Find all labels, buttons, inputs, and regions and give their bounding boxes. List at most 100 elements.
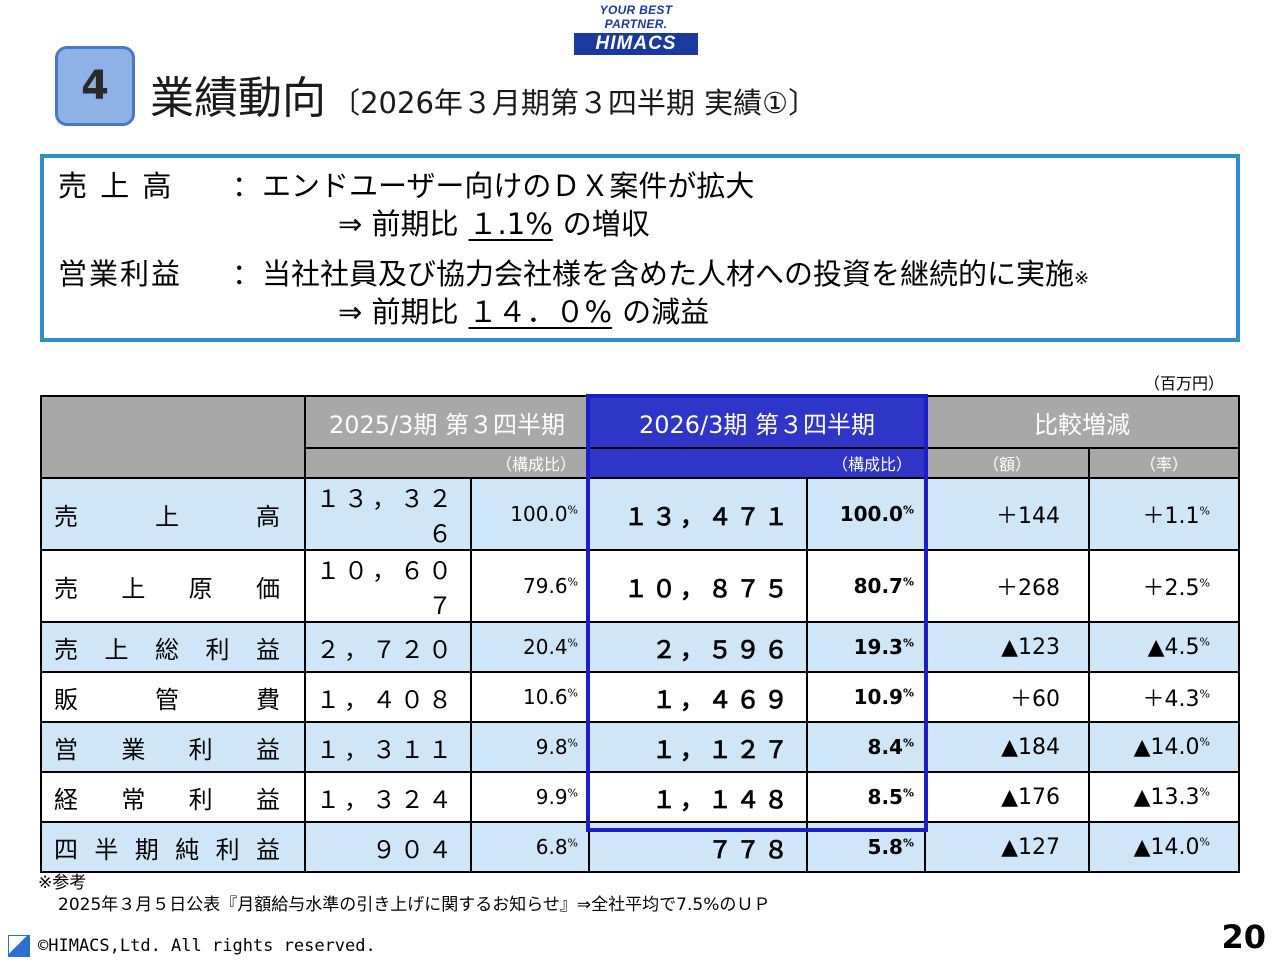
curr-value: １３，４７１	[588, 477, 808, 551]
diff-rate-text: ＋1.1	[1142, 504, 1200, 529]
section-number-badge: 4	[55, 46, 135, 126]
prev-ratio: 10.6%	[470, 671, 590, 723]
curr-value: １，１２７	[588, 721, 808, 773]
diff-rate: ＋1.1%	[1088, 477, 1240, 551]
row-label-char: 利	[215, 835, 240, 864]
diff-amount-text: ▲123	[1001, 634, 1060, 660]
row-label-char: 経	[54, 785, 78, 814]
footnote-title: ※参考	[38, 873, 87, 893]
percent-mark: %	[902, 836, 914, 850]
table-row: 経 常 利 益 １，３２４ 9.9% １，１４８ 8.5% ▲176 ▲13.3%	[40, 771, 1240, 823]
curr-ratio-text: 8.4	[867, 735, 903, 759]
prev-value-text: ２，７２０	[316, 635, 456, 664]
row-label-char: 価	[255, 574, 280, 603]
diff-amount-text: ▲176	[1001, 784, 1060, 810]
row-label-char: 上	[155, 502, 179, 531]
diff-amount: ＋144	[924, 477, 1090, 551]
row-label-char: 常	[121, 785, 146, 814]
summary-sales-line: 売 上 高 ：エンドユーザー向けのＤＸ案件が拡大	[58, 168, 754, 204]
financial-table: 2025/3期 第３四半期 2026/3期 第３四半期 比較増減 （構成比） （…	[40, 395, 1240, 873]
diff-rate: ▲13.3%	[1088, 771, 1240, 823]
prev-value: １，３２４	[304, 771, 472, 823]
table-header-row: 2025/3期 第３四半期 2026/3期 第３四半期 比較増減	[40, 395, 1240, 479]
percent-mark: %	[902, 636, 914, 650]
percent-mark: %	[902, 736, 914, 750]
diff-amount-text: ＋144	[996, 504, 1060, 529]
summary-op-line: 営業利益 ：当社社員及び協力会社様を含めた人材への投資を継続的に実施※	[58, 256, 1089, 297]
copyright: ©HIMACS,Ltd. All rights reserved.	[8, 935, 376, 957]
row-label-char: 純	[175, 835, 200, 864]
prev-value: ２，７２０	[304, 621, 472, 673]
row-label-char: 総	[155, 635, 179, 664]
diff-amount-text: ▲184	[1001, 734, 1060, 760]
percent-mark: %	[1199, 835, 1210, 849]
prev-ratio: 100.0%	[470, 477, 590, 551]
curr-value-text: １，１２７	[652, 735, 792, 764]
row-label-char: 販	[54, 685, 78, 714]
percent-mark: %	[1199, 504, 1210, 518]
prev-value: １，３１１	[304, 721, 472, 773]
corner-logo-icon	[8, 935, 30, 957]
summary-colon: ：	[232, 169, 262, 203]
diff-rate-text: ▲13.3	[1133, 784, 1200, 810]
prev-ratio: 9.9%	[470, 771, 590, 823]
diff-amount-text: ＋268	[996, 576, 1060, 601]
summary-sales-result-text: の増収	[562, 207, 650, 241]
summary-note-mark: ※	[1074, 268, 1090, 289]
summary-op-text: 当社社員及び協力会社様を含めた人材への投資を継続的に実施	[262, 257, 1075, 291]
diff-rate: ▲14.0%	[1088, 721, 1240, 773]
row-label-char: 益	[256, 635, 280, 664]
prev-value-text: １，３１１	[316, 735, 456, 764]
prev-value: ９０４	[304, 821, 472, 873]
diff-amount: ＋268	[924, 549, 1090, 623]
page-title: 業績動向 〔2026年３月期第３四半期 実績①〕	[150, 62, 817, 126]
row-label-char: 益	[255, 735, 280, 764]
row-label-char: 売	[54, 574, 78, 603]
table-row: 営 業 利 益 １，３１１ 9.8% １，１２７ 8.4% ▲184 ▲14.0%	[40, 721, 1240, 773]
diff-rate: ▲14.0%	[1088, 821, 1240, 873]
footnote: ※参考 2025年３月５日公表『月額給与水準の引き上げに関するお知らせ』⇒全社平…	[38, 872, 770, 916]
row-label-char: 業	[121, 735, 146, 764]
curr-value: １，１４８	[588, 771, 808, 823]
prev-ratio-text: 6.8	[535, 835, 568, 859]
prev-ratio: 79.6%	[470, 549, 590, 623]
summary-sales-label: 売 上 高	[58, 169, 174, 203]
diff-amount-text: ▲127	[1001, 834, 1060, 860]
percent-mark: %	[567, 503, 578, 517]
subheader-curr-ratio: （構成比）	[588, 447, 926, 479]
prev-ratio-text: 79.6	[523, 574, 568, 598]
row-label-char: 利	[188, 785, 213, 814]
row-label: 販管費	[40, 671, 306, 723]
diff-amount: ＋60	[924, 671, 1090, 723]
subheader-amount: （額）	[924, 447, 1090, 479]
summary-op-result: ⇒ 前期比 １４．０% の減益	[338, 294, 709, 330]
row-label-char: 高	[256, 502, 280, 531]
prev-ratio-text: 9.9	[535, 785, 568, 809]
diff-rate: ＋2.5%	[1088, 549, 1240, 623]
logo-wordmark: HIMACS	[574, 33, 698, 55]
percent-mark: %	[567, 736, 578, 750]
row-label: 四半期純利益	[40, 821, 306, 873]
table-row: 販 管 費 １，４０８ 10.6% １，４６９ 10.9% ＋60 ＋4.3%	[40, 671, 1240, 723]
summary-sales-text: エンドユーザー向けのＤＸ案件が拡大	[262, 169, 755, 203]
curr-value-text: １，４６９	[652, 685, 792, 714]
percent-mark: %	[1199, 735, 1210, 749]
prev-ratio-text: 10.6	[523, 685, 568, 709]
prev-ratio: 9.8%	[470, 721, 590, 773]
table-row: 売上総利益 ２，７２０ 20.4% ２，５９６ 19.3% ▲123 ▲4.5%	[40, 621, 1240, 673]
page-title-main: 業績動向	[150, 73, 326, 124]
table-row: 四半期純利益 ９０４ 6.8% ７７８ 5.8% ▲127 ▲14.0%	[40, 821, 1240, 873]
row-label-char: 原	[188, 574, 213, 603]
prev-value: １０，６０７	[304, 549, 472, 623]
percent-mark: %	[1199, 785, 1210, 799]
curr-ratio-text: 100.0	[839, 502, 903, 526]
footnote-text: 2025年３月５日公表『月額給与水準の引き上げに関するお知らせ』⇒全社平均で7.…	[58, 895, 771, 915]
curr-value-text: ７７８	[708, 835, 792, 864]
summary-colon: ：	[232, 257, 262, 291]
prev-ratio: 20.4%	[470, 621, 590, 673]
prev-ratio-text: 9.8	[535, 735, 568, 759]
row-label-char: 半	[94, 835, 119, 864]
diff-rate-text: ＋2.5	[1142, 576, 1200, 601]
copyright-text: ©HIMACS,Ltd. All rights reserved.	[38, 936, 376, 956]
row-label-char: 費	[256, 685, 280, 714]
